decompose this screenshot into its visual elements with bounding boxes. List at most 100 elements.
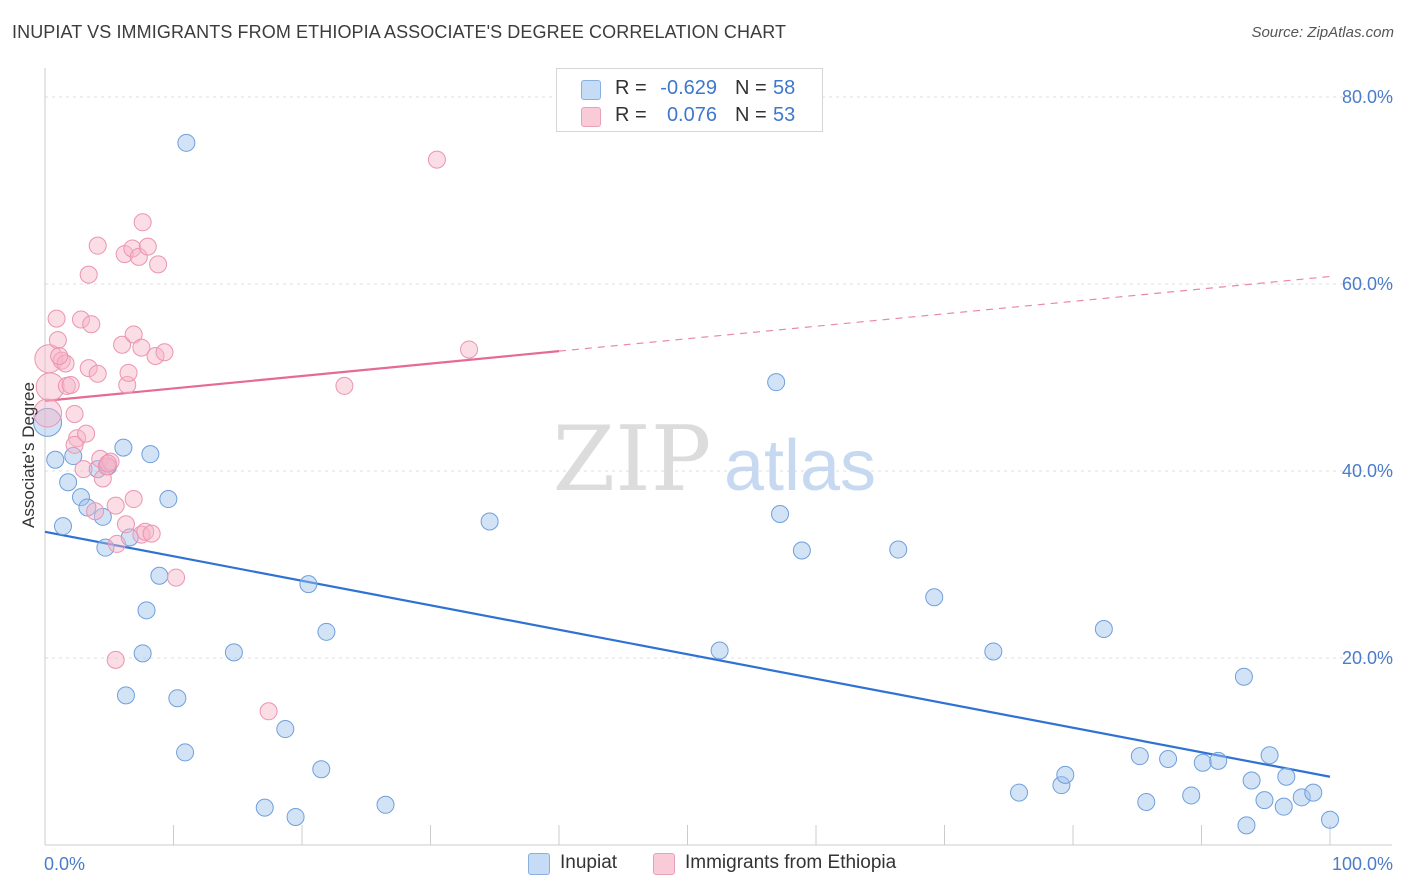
point-inupiat: [1292, 788, 1311, 807]
point-inupiat: [1274, 797, 1293, 816]
point-inupiat: [1237, 816, 1256, 835]
legend-r-value: -0.629: [660, 77, 717, 99]
point-inupiat: [286, 807, 305, 826]
point-inupiat: [312, 760, 331, 779]
point-ethiopia: [124, 490, 143, 509]
point-ethiopia: [259, 702, 278, 721]
point-ethiopia: [71, 310, 90, 329]
point-ethiopia: [33, 398, 63, 428]
point-inupiat: [177, 133, 196, 152]
point-inupiat: [1159, 749, 1178, 768]
point-inupiat: [1130, 747, 1149, 766]
point-inupiat: [1010, 783, 1029, 802]
point-inupiat: [176, 743, 195, 762]
point-inupiat: [771, 505, 790, 524]
point-ethiopia: [47, 309, 66, 328]
point-ethiopia: [61, 375, 80, 394]
point-ethiopia: [88, 364, 107, 383]
point-inupiat: [1137, 792, 1156, 811]
trend-lines: [44, 275, 1331, 778]
point-ethiopia: [132, 338, 151, 357]
point-ethiopia: [136, 522, 155, 541]
point-ethiopia: [149, 255, 168, 274]
point-inupiat: [710, 641, 729, 660]
point-ethiopia: [427, 150, 446, 169]
point-inupiat: [792, 541, 811, 560]
point-inupiat: [984, 642, 1003, 661]
legend-row-ethiopia: R = 0.076 N = 53: [557, 103, 822, 129]
point-ethiopia: [74, 460, 93, 479]
point-ethiopia: [142, 524, 161, 543]
point-inupiat: [1234, 667, 1253, 686]
point-inupiat: [1260, 746, 1279, 765]
legend-r-label: R =: [615, 77, 647, 99]
chart-title: INUPIAT VS IMMIGRANTS FROM ETHIOPIA ASSO…: [12, 22, 787, 42]
point-ethiopia: [155, 343, 174, 362]
point-inupiat: [1255, 791, 1274, 810]
point-inupiat: [299, 575, 318, 594]
legend-label-inupiat: Inupiat: [560, 852, 618, 873]
point-ethiopia: [50, 346, 69, 365]
point-inupiat: [1056, 765, 1075, 784]
point-inupiat: [46, 450, 65, 469]
y-tick-label: 20.0%: [1342, 648, 1393, 668]
y-axis-label: Associate's Degree: [19, 382, 38, 528]
tick-labels: 20.0% 40.0% 60.0% 80.0% 0.0% 100.0%: [44, 87, 1393, 874]
trend-line-ethiopia-dashed: [558, 275, 1331, 352]
point-inupiat: [116, 686, 135, 705]
legend-swatch-ethiopia: [581, 107, 601, 127]
point-inupiat: [889, 540, 908, 559]
point-inupiat: [925, 588, 944, 607]
legend-swatch-ethiopia: [653, 853, 675, 875]
point-inupiat: [59, 473, 78, 492]
point-ethiopia: [167, 568, 186, 587]
point-ethiopia: [113, 335, 132, 354]
point-inupiat: [71, 488, 90, 507]
point-ethiopia: [56, 354, 75, 373]
point-inupiat: [1209, 751, 1228, 770]
legend-n-label: N =: [735, 77, 767, 99]
point-ethiopia: [79, 265, 98, 284]
point-ethiopia: [107, 534, 126, 553]
legend-top: R = -0.629 N = 58 R = 0.076 N = 53: [556, 68, 823, 132]
point-inupiat: [96, 538, 115, 557]
point-ethiopia: [98, 454, 117, 473]
point-inupiat: [137, 601, 156, 620]
legend-r-value: 0.076: [666, 104, 717, 126]
point-inupiat: [114, 438, 133, 457]
point-inupiat: [1304, 783, 1323, 802]
legend-label-ethiopia: Immigrants from Ethiopia: [685, 852, 897, 873]
legend-r-label: R =: [615, 104, 647, 126]
point-inupiat: [480, 512, 499, 531]
point-inupiat: [317, 622, 336, 641]
point-ethiopia: [129, 247, 148, 266]
watermark-atlas: atlas: [724, 426, 876, 506]
point-inupiat: [1277, 767, 1296, 786]
x-tick-label: 100.0%: [1332, 854, 1393, 874]
point-ethiopia: [335, 376, 354, 395]
point-inupiat: [767, 373, 786, 392]
legend-swatch-inupiat: [528, 853, 550, 875]
legend-n-label: N =: [735, 104, 767, 126]
legend-swatch-inupiat: [581, 80, 601, 100]
point-ethiopia: [65, 435, 84, 454]
point-inupiat: [159, 490, 178, 509]
x-tick-label: 0.0%: [44, 854, 85, 874]
point-ethiopia: [86, 502, 105, 521]
data-points: [33, 133, 1339, 835]
point-inupiat: [1094, 620, 1113, 639]
legend-n-value: 53: [773, 104, 796, 126]
point-inupiat: [133, 644, 152, 663]
legend-row-inupiat: R = -0.629 N = 58: [557, 76, 822, 102]
point-inupiat: [224, 643, 243, 662]
point-ethiopia: [146, 346, 165, 365]
grid-lines: [45, 96, 1392, 659]
point-inupiat: [53, 517, 72, 536]
point-ethiopia: [88, 236, 107, 255]
point-ethiopia: [79, 359, 98, 378]
legend-n-value: 58: [773, 77, 796, 99]
point-inupiat: [1052, 776, 1071, 795]
point-ethiopia: [116, 515, 135, 534]
point-inupiat: [1321, 810, 1339, 829]
